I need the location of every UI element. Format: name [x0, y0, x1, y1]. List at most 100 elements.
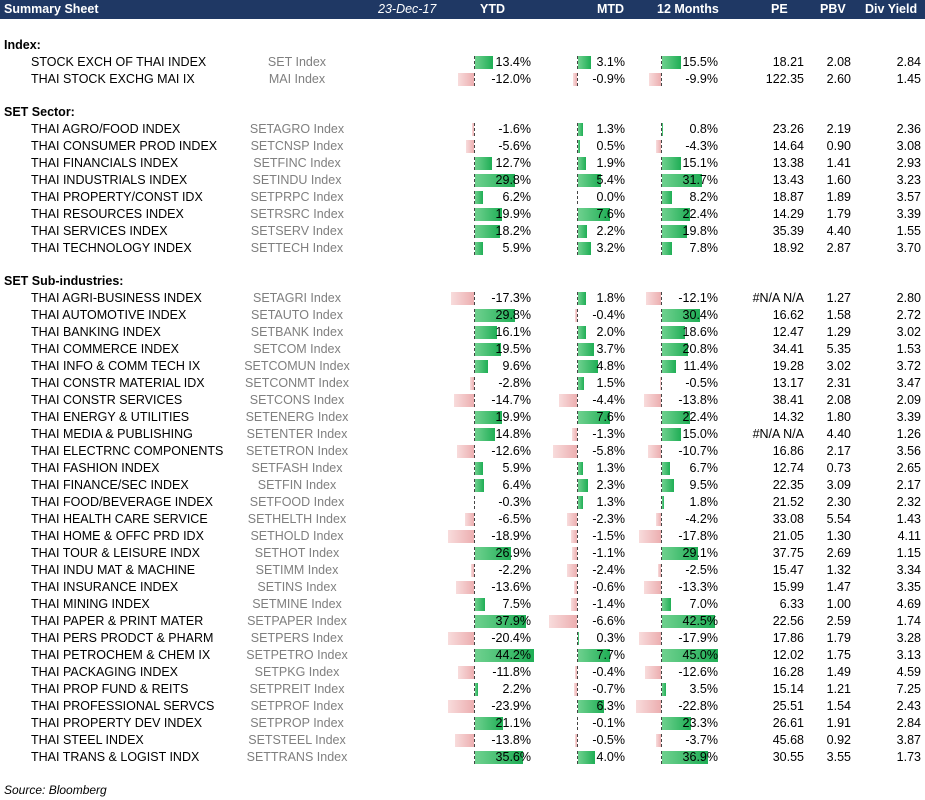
- bar-axis: [577, 598, 578, 611]
- index-name: THAI TRANS & LOGIST INDX: [31, 750, 200, 764]
- section-title: SET Sector:: [4, 105, 75, 119]
- ticker: SETMINE Index: [252, 597, 342, 611]
- table-row: THAI RESOURCES INDEX SETRSRC Index 19.9% 7.…: [0, 206, 925, 223]
- bar-mtd: [578, 242, 592, 255]
- value-pe: 22.56: [772, 614, 804, 628]
- bar-m12: [655, 140, 661, 153]
- value-m12: -0.5%: [685, 376, 718, 390]
- bar-axis: [661, 208, 662, 221]
- bar-mtd: [575, 666, 577, 679]
- table-row: THAI CONSTR MATERIAL IDX SETCONMT Index -2…: [0, 375, 925, 392]
- bar-ytd: [456, 445, 474, 458]
- bar-axis: [577, 208, 578, 221]
- index-name: THAI COMMERCE INDEX: [31, 342, 179, 356]
- value-m12: -12.1%: [678, 291, 718, 305]
- bar-axis: [661, 292, 662, 305]
- bar-axis: [661, 615, 662, 628]
- table-row: THAI TRANS & LOGIST INDX SETTRANS Index 35…: [0, 749, 925, 766]
- index-name: STOCK EXCH OF THAI INDEX: [31, 55, 207, 69]
- value-ytd: -20.4%: [491, 631, 531, 645]
- value-mtd: 2.0%: [596, 325, 626, 339]
- bar-axis: [661, 411, 662, 424]
- value-m12: 18.6%: [682, 325, 718, 339]
- value-mtd: 1.3%: [596, 495, 626, 509]
- value-div-yield: 2.17: [896, 478, 921, 492]
- bar-ytd: [475, 174, 516, 187]
- bar-axis: [577, 428, 578, 441]
- value-ytd: 5.9%: [502, 241, 532, 255]
- table-row: THAI CONSTR SERVICES SETCONS Index -14.7% -…: [0, 392, 925, 409]
- bar-ytd: [475, 309, 516, 322]
- value-ytd: -6.5%: [498, 512, 531, 526]
- table-row: THAI MEDIA & PUBLISHING SETENTER Index 14.…: [0, 426, 925, 443]
- bar-m12: [662, 174, 702, 187]
- col-ytd: YTD: [480, 2, 505, 16]
- ticker: SETFIN Index: [257, 478, 337, 492]
- bar-mtd: [578, 649, 611, 662]
- bar-axis: [474, 157, 475, 170]
- bar-m12: [648, 73, 661, 86]
- value-div-yield: 3.39: [896, 207, 921, 221]
- bar-axis: [474, 208, 475, 221]
- value-m12: -17.8%: [678, 529, 718, 543]
- bar-axis: [661, 326, 662, 339]
- ticker: SETPROP Index: [250, 716, 344, 730]
- table-row: THAI PACKAGING INDEX SETPKG Index -11.8% -0…: [0, 664, 925, 681]
- index-name: THAI INSURANCE INDEX: [31, 580, 179, 594]
- value-div-yield: 3.34: [896, 563, 921, 577]
- table-row: THAI PERS PRODCT & PHARM SETPERS Index -20…: [0, 630, 925, 647]
- value-div-yield: 3.08: [896, 139, 921, 153]
- bar-axis: [661, 632, 662, 645]
- index-name: THAI PACKAGING INDEX: [31, 665, 179, 679]
- bar-axis: [661, 56, 662, 69]
- value-ytd: 16.1%: [495, 325, 531, 339]
- value-ytd: 18.2%: [495, 224, 531, 238]
- bar-mtd: [578, 56, 592, 69]
- value-div-yield: 1.55: [896, 224, 921, 238]
- bar-axis: [474, 360, 475, 373]
- value-pbv: 1.60: [826, 173, 851, 187]
- value-m12: -22.8%: [678, 699, 718, 713]
- value-m12: 29.1%: [682, 546, 718, 560]
- value-ytd: 29.8%: [495, 308, 531, 322]
- bar-axis: [577, 479, 578, 492]
- bar-m12: [647, 445, 661, 458]
- ticker: SETENERG Index: [245, 410, 349, 424]
- bar-ytd: [448, 530, 474, 543]
- bar-axis: [474, 326, 475, 339]
- value-mtd: -0.1%: [592, 716, 625, 730]
- value-m12: 15.5%: [682, 55, 718, 69]
- bar-mtd: [572, 547, 577, 560]
- bar-m12: [656, 734, 661, 747]
- value-pbv: 3.55: [826, 750, 851, 764]
- value-pbv: 3.09: [826, 478, 851, 492]
- bar-axis: [577, 157, 578, 170]
- table-row: THAI TECHNOLOGY INDEX SETTECH Index 5.9% 3.…: [0, 240, 925, 257]
- bar-axis: [661, 700, 662, 713]
- value-pbv: 4.40: [826, 224, 851, 238]
- bar-axis: [577, 564, 578, 577]
- ticker: SETINDU Index: [252, 173, 342, 187]
- value-mtd: 2.2%: [596, 224, 626, 238]
- ticker: SETFINC Index: [253, 156, 341, 170]
- ticker: SETCONS Index: [249, 393, 345, 407]
- header-bar: Summary Sheet 23-Dec-17 YTD MTD 12 Month…: [0, 0, 925, 19]
- value-ytd: 7.5%: [502, 597, 532, 611]
- bar-axis: [661, 649, 662, 662]
- bar-axis: [474, 496, 475, 509]
- value-ytd: 2.2%: [502, 682, 532, 696]
- bar-m12: [662, 123, 663, 136]
- table-row: THAI FINANCE/SEC INDEX SETFIN Index 6.4% 2.…: [0, 477, 925, 494]
- value-m12: 0.8%: [689, 122, 719, 136]
- ticker: SETAGRO Index: [249, 122, 345, 136]
- value-pbv: 1.29: [826, 325, 851, 339]
- bar-axis: [474, 530, 475, 543]
- value-m12: -2.5%: [685, 563, 718, 577]
- bar-m12: [657, 564, 661, 577]
- value-pe: 13.43: [772, 173, 804, 187]
- bar-mtd: [578, 462, 584, 475]
- table-row: THAI INDU MAT & MACHINE SETIMM Index -2.2%…: [0, 562, 925, 579]
- bar-axis: [577, 123, 578, 136]
- value-pe: 15.14: [772, 682, 804, 696]
- ticker: SETCNSP Index: [250, 139, 344, 153]
